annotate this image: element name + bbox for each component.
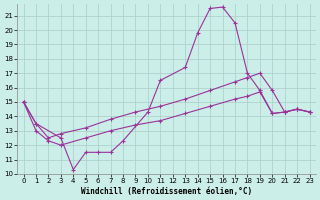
X-axis label: Windchill (Refroidissement éolien,°C): Windchill (Refroidissement éolien,°C) [81, 187, 252, 196]
